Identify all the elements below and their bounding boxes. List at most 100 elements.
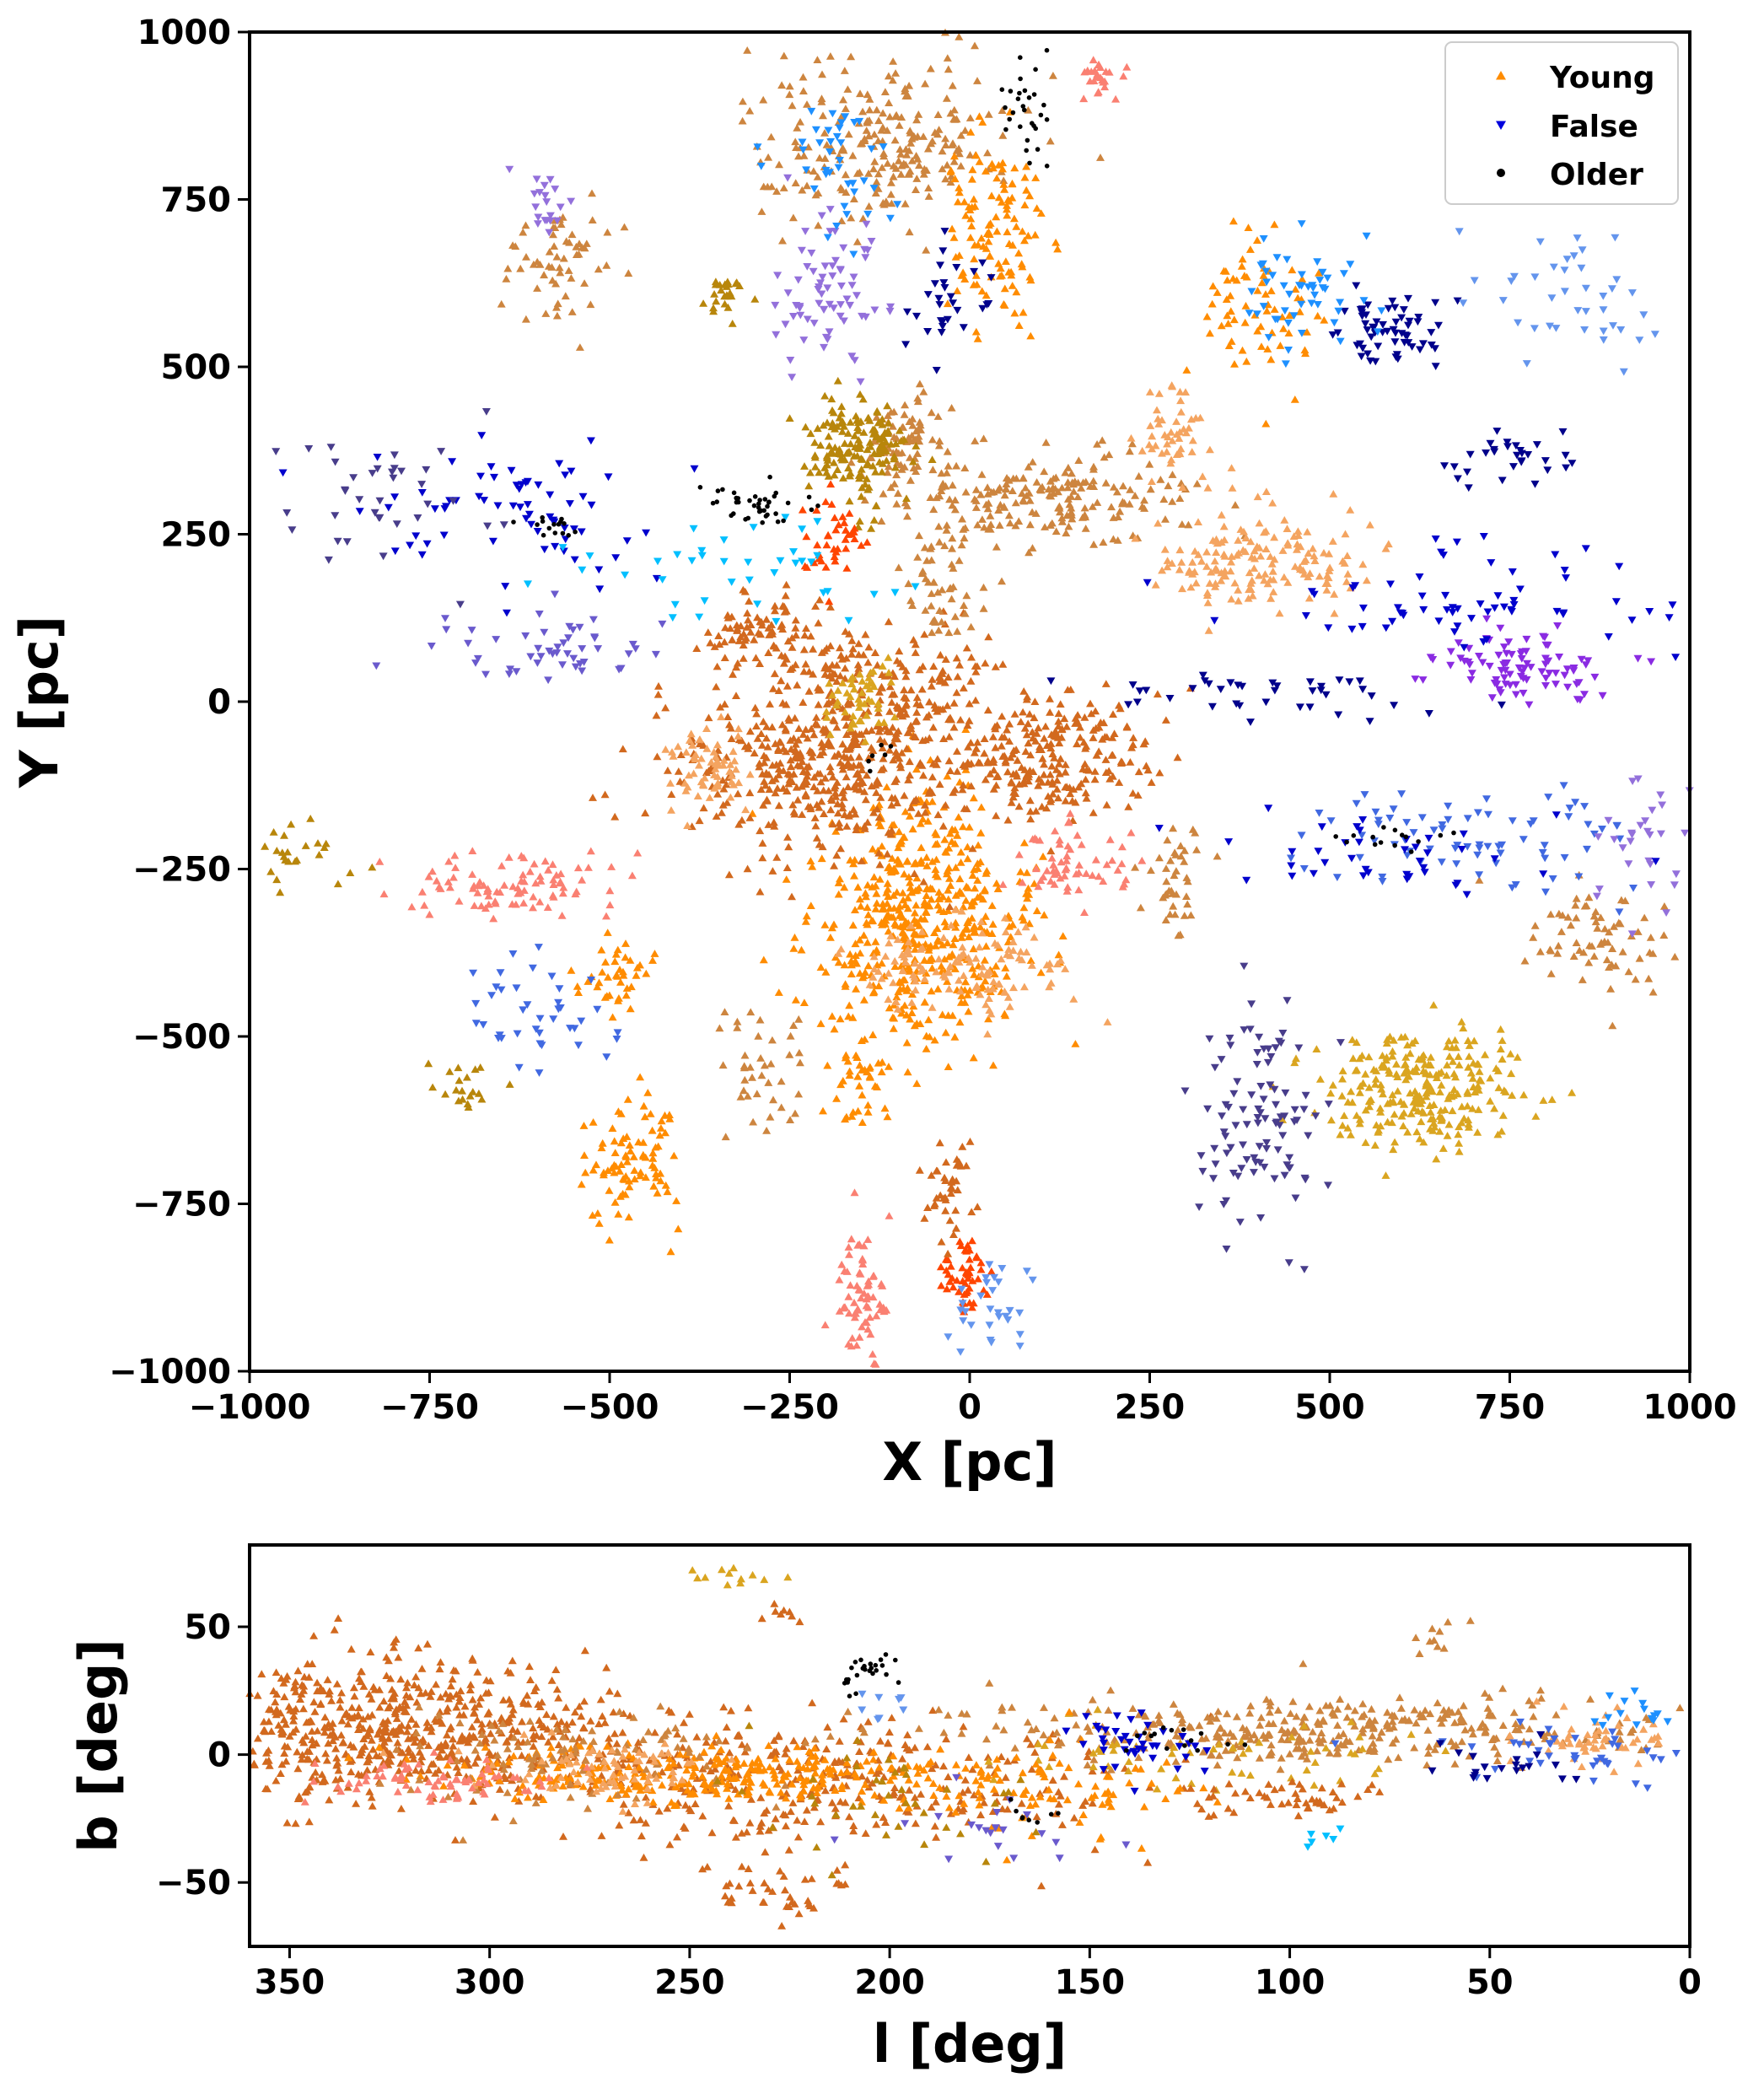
top-point-young: [890, 480, 899, 487]
top-point-young: [885, 708, 895, 715]
top-point-young: [915, 379, 924, 388]
top-point-young: [933, 130, 942, 138]
top-point-young: [928, 435, 937, 444]
top-point-young: [976, 803, 986, 811]
top-point-young: [1019, 496, 1028, 504]
top-point-young: [770, 642, 779, 650]
top-point-young: [838, 679, 847, 686]
top-point-young: [666, 1247, 675, 1256]
top-point-young: [1445, 1091, 1454, 1099]
top-point-young: [1358, 1079, 1368, 1087]
top-point-young: [1270, 305, 1279, 313]
top-point-young: [1088, 503, 1097, 510]
top-point-young: [633, 848, 643, 857]
top-point-young: [860, 699, 869, 708]
top-point-young: [950, 839, 960, 848]
top-point-young: [1063, 483, 1073, 492]
top-point-young: [831, 424, 840, 433]
top-point-young: [765, 631, 774, 638]
top-point-young: [432, 876, 441, 885]
top-point-young: [852, 779, 861, 788]
top-point-young: [883, 849, 892, 858]
top-point-young: [653, 690, 663, 698]
top-point-young: [883, 126, 892, 134]
top-point-young: [1016, 718, 1025, 725]
top-point-older: [1044, 47, 1050, 53]
top-point-young: [857, 857, 866, 864]
top-point-young: [907, 998, 917, 1006]
top-point-young: [1115, 778, 1124, 786]
top-point-young: [1285, 311, 1294, 319]
top-point-young: [1422, 1079, 1431, 1088]
top-point-young: [828, 820, 837, 828]
top-point-young: [869, 1293, 878, 1301]
top-point-young: [819, 786, 828, 794]
top-point-young: [1261, 527, 1271, 535]
top-point-young: [864, 1277, 873, 1285]
top-point-young: [1246, 537, 1256, 546]
top-point-young: [1572, 894, 1581, 902]
top-point-young: [799, 73, 808, 81]
top-point-young: [598, 1138, 607, 1147]
top-point-young: [626, 956, 635, 964]
top-point-young: [1326, 1116, 1336, 1124]
top-point-young: [920, 164, 929, 173]
top-point-young: [879, 489, 888, 498]
top-point-young: [819, 1106, 827, 1115]
top-point-young: [758, 853, 767, 862]
top-point-young: [1034, 882, 1043, 891]
top-point-young: [885, 682, 895, 691]
top-point-young: [753, 613, 762, 622]
top-point-young: [1160, 545, 1170, 553]
top-point-young: [886, 179, 895, 186]
top-point-young: [600, 1168, 608, 1176]
top-point-young: [1450, 1036, 1460, 1044]
top-point-young: [850, 432, 859, 439]
top-point-young: [841, 170, 850, 179]
top-point-young: [825, 698, 833, 706]
top-point-young: [798, 757, 807, 766]
top-point-young: [420, 901, 429, 909]
top-point-young: [762, 615, 771, 623]
top-point-young: [830, 471, 839, 479]
top-point-young: [1256, 322, 1266, 331]
top-point-young: [994, 980, 1003, 988]
top-point-young: [1247, 553, 1256, 561]
top-point-young: [1084, 766, 1094, 774]
top-point-young: [863, 1068, 872, 1076]
top-point-young: [927, 681, 936, 690]
top-point-young: [820, 129, 829, 137]
top-point-young: [863, 1303, 873, 1311]
top-point-young: [842, 654, 851, 662]
top-point-young: [700, 773, 709, 782]
top-point-young: [1062, 511, 1072, 519]
top-point-young: [1019, 982, 1029, 991]
top-point-young: [1466, 1068, 1476, 1077]
top-point-young: [828, 449, 837, 457]
top-point-young: [1262, 307, 1272, 315]
top-point-young: [816, 441, 826, 449]
top-point-young: [822, 708, 831, 715]
top-point-young: [823, 418, 831, 427]
top-point-young: [857, 492, 866, 500]
top-point-young: [594, 1219, 604, 1227]
top-point-young: [793, 681, 802, 689]
top-point-young: [1047, 762, 1057, 770]
top-point-young: [729, 747, 738, 756]
top-point-young: [1213, 288, 1222, 296]
top-point-young: [773, 784, 782, 792]
top-point-young: [935, 1138, 944, 1147]
top-point-young: [1031, 807, 1041, 815]
top-point-young: [901, 160, 911, 169]
top-point-young: [879, 764, 888, 772]
top-point-young: [943, 939, 952, 947]
top-point-young: [895, 760, 905, 768]
top-point-young: [732, 663, 741, 671]
top-point-young: [948, 501, 957, 509]
top-point-young: [888, 76, 897, 84]
top-point-young: [1128, 789, 1137, 797]
top-point-young: [852, 1281, 862, 1289]
top-point-young: [1497, 1127, 1506, 1135]
top-point-young: [872, 1311, 881, 1320]
top-point-young: [1203, 483, 1213, 492]
